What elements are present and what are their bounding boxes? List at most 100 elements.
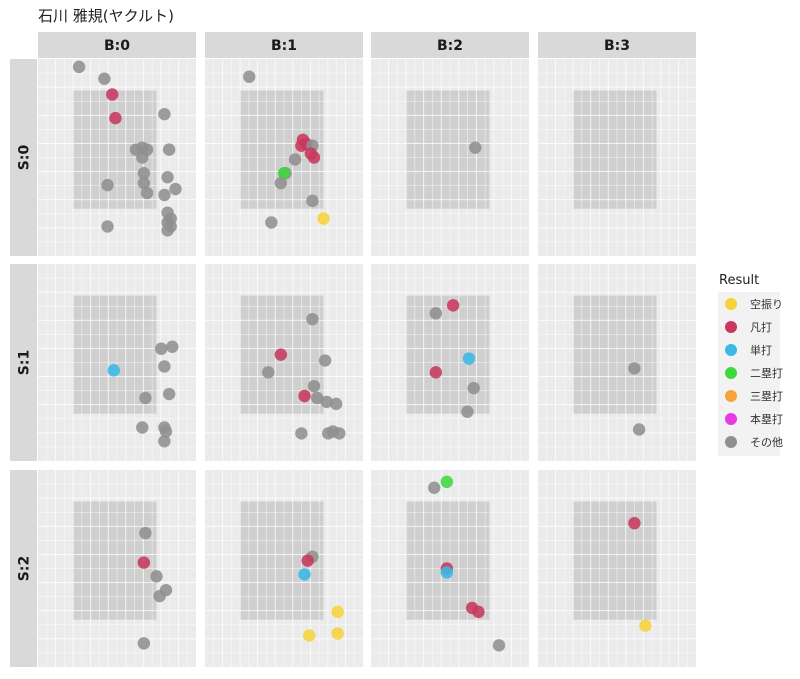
legend-entry-label: 本塁打 [750, 412, 783, 426]
row-strip-background [10, 264, 37, 461]
pitch-point [136, 151, 149, 164]
pitch-point [320, 395, 333, 409]
pitch-point [461, 405, 474, 418]
pitch-point [306, 194, 319, 208]
column-strip-background [371, 32, 529, 58]
column-strip-label: B:3 [604, 38, 630, 54]
pitch-point [139, 391, 152, 405]
pitch-point [155, 342, 168, 355]
pitch-point [169, 182, 182, 196]
pitch-point [462, 352, 476, 365]
pitch-point [628, 516, 641, 530]
pitch-point [107, 364, 121, 377]
legend-entry-label: 単打 [750, 343, 772, 357]
pitch-point [307, 379, 321, 393]
legend-key-swatch [725, 436, 737, 448]
legend-key-swatch [725, 298, 737, 310]
pitch-point [472, 605, 485, 619]
row-strip-background [10, 59, 37, 256]
pitch-point [632, 423, 646, 436]
pitch-point [137, 637, 151, 650]
chart-title: 石川 雅規(ヤクルト) [38, 7, 174, 25]
pitch-point [429, 366, 442, 379]
pitch-point [298, 389, 311, 403]
pitch-point [109, 111, 122, 125]
legend-key-swatch [725, 413, 737, 425]
pitch-point [101, 220, 114, 233]
row-strips: S:0 S:1 S:2 [10, 59, 37, 667]
legend-entry-label: 二塁打 [750, 366, 783, 380]
pitch-point [137, 176, 151, 190]
column-strip-background [538, 32, 696, 58]
pitch-point [306, 312, 319, 326]
legend-title: Result [719, 273, 759, 288]
pitch-point [628, 362, 641, 375]
legend-key-swatch [725, 344, 737, 356]
pitch-point [158, 188, 171, 202]
pitch-point [137, 556, 151, 569]
pitch-point [161, 224, 174, 237]
legend-entry-label: 凡打 [750, 320, 772, 334]
pitch-point [317, 212, 330, 225]
facet-panel [38, 264, 196, 461]
pitch-point [262, 366, 275, 379]
facet-panel [38, 470, 196, 667]
pitch-point [140, 186, 154, 200]
pitch-point [307, 151, 321, 164]
row-strip-label: S:1 [17, 350, 33, 375]
pitch-point [243, 70, 256, 83]
strike-zone [572, 501, 657, 620]
row-strip-label: S:2 [17, 556, 33, 581]
pitch-point [166, 340, 179, 353]
pitch-point [158, 107, 171, 121]
pitch-point [150, 570, 163, 583]
facet-panel [205, 59, 363, 256]
column-strips: B:0 B:1 B:2 B:3 [38, 32, 696, 58]
pitch-point [331, 605, 344, 619]
pitch-point [101, 178, 114, 192]
strike-zone [572, 295, 657, 414]
pitch-point [162, 143, 176, 156]
strike-zone [405, 295, 490, 414]
pitch-point [333, 427, 346, 440]
pitch-point [274, 176, 288, 190]
pitch-point [136, 421, 149, 434]
pitch-point [158, 360, 171, 373]
facet-panel [538, 264, 696, 461]
pitch-point [161, 171, 174, 184]
legend-key-swatch [725, 390, 737, 402]
legend-entry-label: 三塁打 [750, 389, 783, 403]
column-strip-label: B:0 [104, 38, 130, 54]
column-strip-label: B:2 [437, 38, 463, 54]
pitch-point [139, 526, 152, 540]
facet-panel [371, 264, 529, 461]
pitch-point [298, 568, 311, 581]
legend-key-swatch [725, 321, 737, 333]
pitch-point [329, 397, 343, 411]
pitch-point [429, 307, 442, 320]
pitch-point [492, 639, 506, 652]
pitch-point [331, 627, 344, 640]
pitch-point [639, 619, 652, 632]
pitch-point [277, 167, 291, 180]
row-strip-label: S:0 [17, 145, 33, 171]
pitch-point [159, 425, 173, 438]
pitch-point [137, 167, 151, 180]
pitch-point [106, 88, 119, 101]
pitch-point [162, 387, 176, 401]
pitch-point [72, 60, 86, 74]
pitch-point [265, 216, 278, 229]
pitch-point [318, 354, 332, 367]
row-strip-background [10, 470, 37, 667]
column-strip-background [38, 32, 196, 58]
pitch-point [274, 348, 288, 361]
pitch-point [428, 481, 441, 494]
pitch-point [440, 566, 454, 579]
facet-panel [371, 59, 529, 256]
pitch-point [469, 141, 482, 154]
pitch-point [440, 475, 454, 489]
strike-zone [405, 501, 490, 620]
facet-panels [38, 59, 696, 667]
pitch-point [158, 435, 171, 448]
legend-entry-label: その他 [750, 436, 783, 449]
